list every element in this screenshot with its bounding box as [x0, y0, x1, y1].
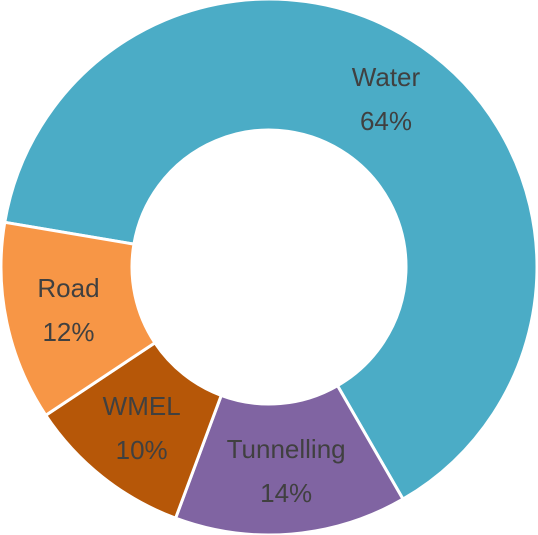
value-label: 14% — [260, 478, 313, 509]
label-box: WMEL 10% — [77, 348, 207, 508]
slice-label: WMEL 10% — [77, 348, 207, 508]
label-box: Water 64% — [321, 19, 451, 179]
donut-slice — [0, 220, 157, 418]
value-label: 64% — [359, 105, 412, 136]
category-label: Road — [37, 272, 100, 303]
label-box: Tunnelling 14% — [221, 391, 351, 535]
slice-label: Water 64% — [321, 19, 451, 179]
value-label: 12% — [42, 316, 95, 347]
label-box: Road 12% — [3, 230, 133, 390]
donut-slice — [173, 383, 406, 535]
slice-label: Road 12% — [3, 230, 133, 390]
slice-label: Tunnelling 14% — [221, 391, 351, 535]
category-label: WMEL — [102, 390, 181, 421]
value-label: 10% — [115, 434, 168, 465]
category-label: Tunnelling — [226, 434, 346, 465]
donut-slice — [3, 0, 538, 502]
category-label: Water — [351, 61, 421, 92]
